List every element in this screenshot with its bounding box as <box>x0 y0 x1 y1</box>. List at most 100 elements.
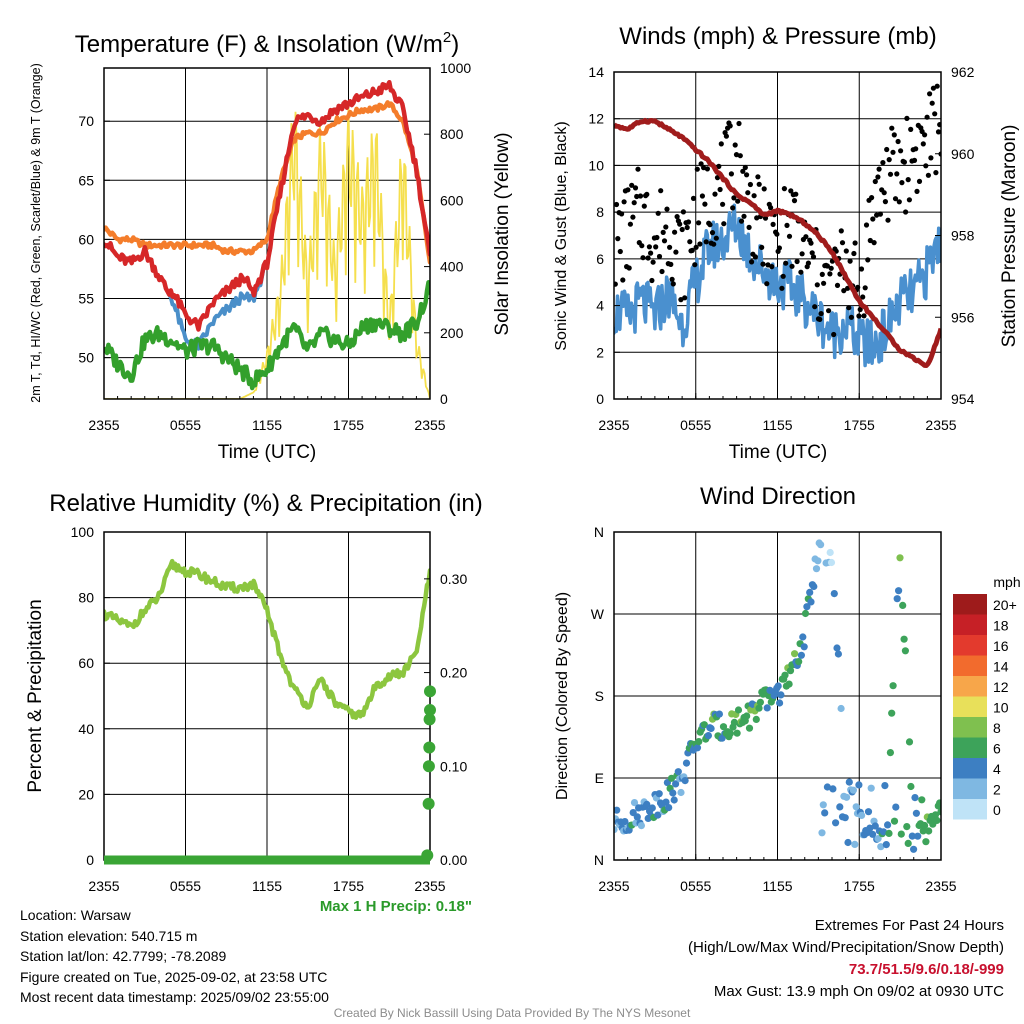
direction-point <box>867 784 875 792</box>
gust-point <box>788 188 794 194</box>
humidity-y-tick-label: 60 <box>78 655 94 671</box>
humidity-x-tick-label: 0555 <box>170 878 201 894</box>
dewpoint-line <box>104 280 430 391</box>
gust-point <box>629 182 635 188</box>
winds-x-tick-label: 1755 <box>844 417 875 433</box>
direction-point <box>814 557 822 565</box>
direction-point <box>799 633 807 641</box>
colorbar-label: 6 <box>993 741 1001 757</box>
direction-point <box>852 803 860 811</box>
gust-point <box>707 222 713 228</box>
gust-point <box>898 148 904 154</box>
insolation-line <box>104 104 430 399</box>
temperature-title: Temperature (F) & Insolation (W/m2) <box>75 29 459 58</box>
gust-point <box>682 295 688 301</box>
gust-point <box>929 100 935 106</box>
pressure-y-tick-label: 958 <box>951 228 975 244</box>
gust-point <box>937 122 941 128</box>
winds-y-tick-label: 0 <box>596 391 604 407</box>
gust-point <box>809 250 815 256</box>
gust-point <box>728 171 735 177</box>
direction-point <box>855 781 863 789</box>
direction-point <box>785 680 793 688</box>
gust-point <box>852 240 858 246</box>
colorbar-swatch <box>953 594 987 615</box>
direction-point <box>918 796 926 804</box>
direction-point <box>734 706 743 714</box>
gust-point <box>786 233 793 239</box>
gust-point <box>908 126 914 132</box>
precip-point <box>421 849 434 862</box>
gust-point <box>872 178 878 185</box>
gust-point <box>619 211 625 217</box>
recent-timestamp: Most recent data timestamp: 2025/09/02 2… <box>20 989 329 1005</box>
direction-point <box>841 814 849 822</box>
winds-y-tick-label: 6 <box>596 251 604 267</box>
direction-point <box>885 829 893 838</box>
direction-point <box>643 800 651 809</box>
direction-point <box>884 821 892 829</box>
gust-point <box>717 186 723 193</box>
precip-point <box>422 797 435 810</box>
direction-point <box>677 788 685 797</box>
direction-x-tick-label: 2355 <box>598 878 629 894</box>
direction-point <box>648 804 656 812</box>
direction-point <box>766 686 774 695</box>
gust-point <box>694 166 700 172</box>
temperature-panel: Temperature (F) & Insolation (W/m2) 2355… <box>29 29 513 463</box>
temperature-x-tick-label: 2355 <box>88 417 119 433</box>
gust-point <box>670 281 676 287</box>
direction-point <box>695 738 703 746</box>
insolation-y-tick-label: 0 <box>440 391 448 407</box>
precip-point <box>423 741 436 754</box>
direction-point <box>681 777 689 785</box>
gust-point <box>847 258 853 264</box>
winds-y-tick-label: 14 <box>588 64 604 80</box>
direction-point <box>914 832 922 840</box>
gust-point <box>935 129 941 135</box>
direction-point <box>933 816 941 825</box>
gust-point <box>699 193 706 199</box>
direction-point <box>908 832 916 840</box>
temperature-y-tick-label: 55 <box>78 291 94 307</box>
gust-point <box>614 281 618 287</box>
winds-x-axis-label: Time (UTC) <box>729 442 828 463</box>
gust-point <box>904 115 910 121</box>
precip-point <box>424 685 436 698</box>
gust-point <box>650 259 656 265</box>
direction-point <box>756 698 765 706</box>
gust-point <box>746 224 752 230</box>
direction-point <box>776 699 784 707</box>
gust-point <box>894 171 900 177</box>
direction-point <box>903 823 911 831</box>
pressure-y-tick-label: 962 <box>951 64 975 80</box>
direction-point <box>670 796 678 804</box>
direction-point <box>818 829 826 837</box>
gust-point <box>661 238 668 244</box>
gust-point <box>789 263 795 269</box>
gust-point <box>817 316 823 322</box>
direction-x-tick-label: 0555 <box>680 878 711 894</box>
gust-point <box>848 314 855 320</box>
gust-point <box>621 199 627 205</box>
direction-point <box>777 691 785 699</box>
temperature-x-tick-label: 0555 <box>170 417 201 433</box>
winds-title: Winds (mph) & Pressure (mb) <box>619 23 936 50</box>
precip-y-tick-label: 0.00 <box>440 852 467 868</box>
gust-point <box>677 221 683 227</box>
gust-point <box>751 193 757 199</box>
winds-y-tick-label: 12 <box>588 111 604 127</box>
gust-point <box>730 205 736 211</box>
direction-point <box>700 721 708 729</box>
gust-point <box>928 155 934 161</box>
direction-point <box>869 830 877 838</box>
extremes-info: Extremes For Past 24 Hours (High/Low/Max… <box>688 915 1004 1003</box>
gust-point <box>648 250 654 256</box>
direction-point <box>665 804 673 812</box>
gust-point <box>899 180 905 186</box>
colorbar-label: 8 <box>993 720 1001 736</box>
direction-point <box>886 749 895 757</box>
direction-point <box>823 783 832 791</box>
temp-2m-line <box>104 79 430 332</box>
temperature-y-tick-label: 50 <box>78 350 94 366</box>
